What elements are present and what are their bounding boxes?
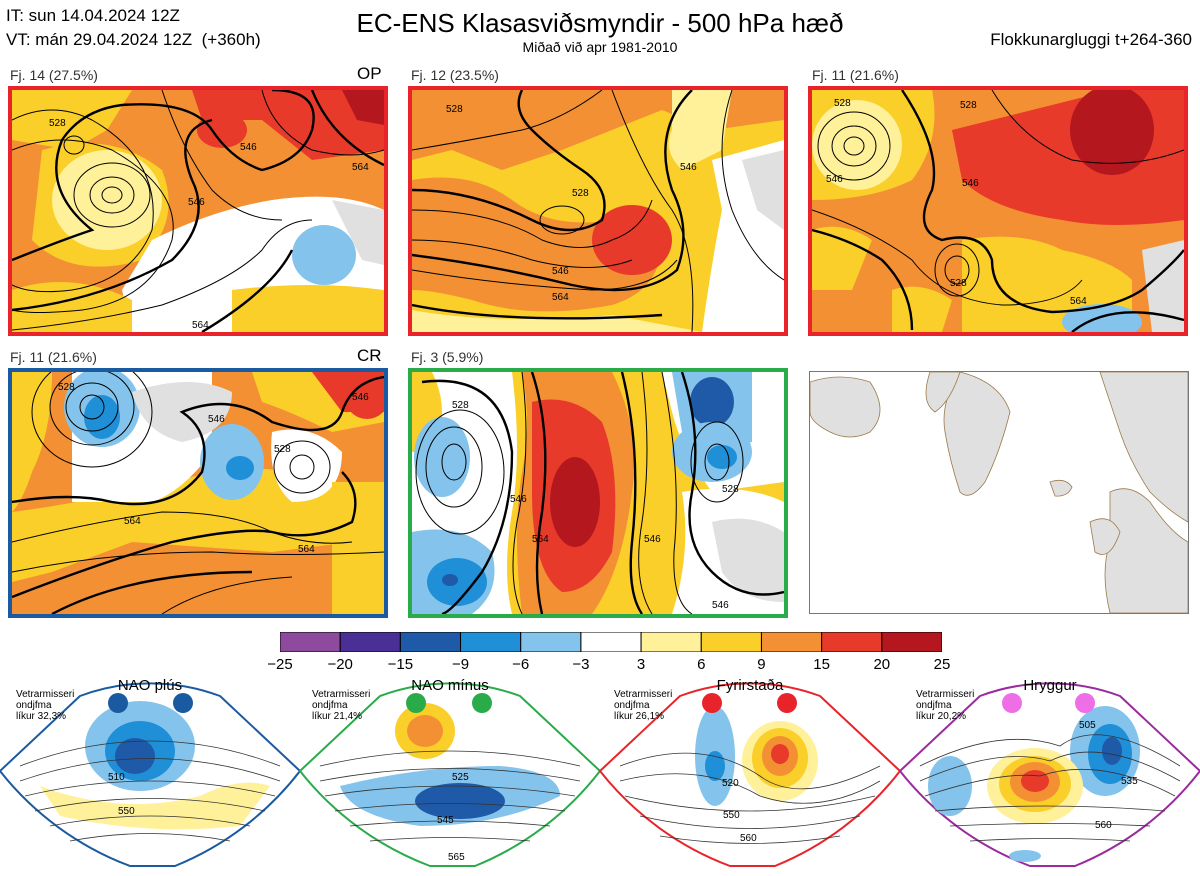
contour-label: 546: [644, 534, 661, 545]
colorbar-swatch: [700, 631, 762, 653]
colorbar-swatch: [640, 631, 702, 653]
regime-blocking: 520 550 560: [598, 682, 902, 867]
regime-nao-minus-info: Vetrarmisseri ondjfma líkur 21,4%: [312, 689, 371, 722]
panel-1-label: Fj. 14 (27.5%): [10, 67, 98, 83]
contour-label: 528: [834, 98, 851, 109]
colorbar-tick-label: −6: [512, 656, 530, 673]
contour-label: 520: [722, 778, 739, 789]
contour-label: 528: [950, 278, 967, 289]
contour-label: 525: [452, 772, 469, 783]
cluster-map-panel-5: 528 546 564 546 528 546: [408, 368, 788, 618]
contour-label: 564: [352, 162, 369, 173]
contour-label: 546: [826, 174, 843, 185]
contour-label: 528: [960, 100, 977, 111]
regime-nao-plus-info: Vetrarmisseri ondjfma líkur 32,3%: [16, 689, 75, 722]
colorbar-tick-label: 6: [697, 656, 706, 673]
contour-label: 546: [510, 494, 527, 505]
contour-label: 546: [552, 266, 569, 277]
colorbar-tick-label: 25: [933, 656, 951, 673]
contour-label: 546: [680, 162, 697, 173]
regime-nao-plus-name: NAO plús: [117, 677, 183, 694]
colorbar-swatch: [339, 631, 401, 653]
contour-label: 546: [208, 414, 225, 425]
regime-blocking-info: Vetrarmisseri ondjfma líkur 26,1%: [614, 689, 673, 722]
page-subtitle: Miðað við apr 1981-2010: [522, 39, 678, 55]
contour-label: 528: [49, 118, 66, 129]
regime-ridge-info: Vetrarmisseri ondjfma líkur 20,2%: [916, 689, 975, 722]
contour-label: 546: [188, 197, 205, 208]
contour-label: 560: [1095, 820, 1112, 831]
colorbar-tick-label: −15: [387, 656, 414, 673]
regime-nao-plus: 510 550: [0, 682, 302, 867]
page-title: EC-ENS Klasasviðsmyndir - 500 hPa hæð: [356, 8, 844, 38]
panel-2-label: Fj. 12 (23.5%): [411, 67, 499, 83]
colorbar-swatch: [760, 631, 823, 653]
contour-label: 564: [532, 534, 549, 545]
contour-label: 546: [962, 178, 979, 189]
contour-label: 528: [572, 188, 589, 199]
contour-label: 528: [274, 444, 291, 455]
cluster-map-panel-4: 528 546 528 564 564 546: [8, 368, 388, 618]
contour-label: 560: [740, 833, 757, 844]
contour-label: 505: [1079, 720, 1096, 731]
contour-label: 535: [1121, 776, 1138, 787]
colorbar-swatch: [279, 631, 341, 653]
panel-1-tag: OP: [357, 64, 382, 83]
colorbar: [279, 631, 943, 653]
contour-label: 510: [108, 772, 125, 783]
contour-label: 528: [446, 104, 463, 115]
contour-label: 528: [452, 400, 469, 411]
contour-label: 546: [712, 600, 729, 611]
colorbar-tick-label: −20: [327, 656, 353, 673]
contour-label: 564: [192, 320, 209, 331]
contour-label: 564: [552, 292, 569, 303]
regime-blocking-name: Fyrirstaða: [716, 677, 784, 694]
contour-label: 546: [352, 392, 369, 403]
regime-fans: 510 550 525 545 565: [0, 676, 1200, 871]
colorbar-swatch: [821, 631, 883, 653]
regime-ridge: 505 535 560: [898, 682, 1200, 867]
contour-label: 545: [437, 815, 454, 826]
base-map-panel: [809, 371, 1189, 614]
valid-time: VT: mán 29.04.2024 12Z (+360h): [6, 30, 261, 49]
contour-label: 564: [298, 544, 315, 555]
panel-5-label: Fj. 3 (5.9%): [411, 349, 484, 365]
colorbar-tick-label: −9: [451, 656, 470, 673]
cluster-map-panel-1: 528 546 546 564 564: [8, 86, 388, 336]
colorbar-swatch: [881, 631, 943, 653]
contour-label: 564: [1070, 296, 1087, 307]
regime-nao-minus-name: NAO mínus: [411, 677, 489, 694]
colorbar-tick-label: 15: [813, 656, 830, 673]
panel-4-label: Fj. 11 (21.6%): [10, 349, 97, 365]
initial-time: IT: sun 14.04.2024 12Z: [6, 6, 180, 25]
colorbar-swatch: [460, 631, 522, 653]
panel-4-tag: CR: [357, 346, 382, 365]
regime-ridge-name: Hryggur: [1023, 677, 1077, 694]
contour-label: 564: [124, 516, 141, 527]
contour-label: 550: [118, 806, 135, 817]
contour-label: 565: [448, 852, 465, 863]
contour-label: 550: [723, 810, 740, 821]
colorbar-swatch: [399, 631, 462, 653]
colorbar-tick-label: −3: [572, 656, 590, 673]
colorbar-tick-label: −25: [267, 656, 293, 673]
contour-label: 528: [58, 382, 75, 393]
colorbar-tick-label: 3: [636, 656, 646, 673]
classification-window: Flokkunargluggi t+264-360: [990, 30, 1192, 49]
colorbar-tick-label: 20: [873, 656, 891, 673]
contour-label: 528: [722, 484, 739, 495]
cluster-map-panel-3: 528 528 546 528 546 564: [808, 86, 1188, 336]
colorbar-tick-label: 9: [757, 656, 766, 673]
colorbar-swatch: [580, 631, 642, 653]
contour-label: 546: [240, 142, 257, 153]
cluster-map-panel-2: 528 528 546 564 546: [408, 86, 788, 336]
colorbar-swatch: [520, 631, 582, 653]
regime-nao-minus: 525 545 565: [298, 682, 602, 867]
panel-3-label: Fj. 11 (21.6%): [812, 67, 899, 83]
